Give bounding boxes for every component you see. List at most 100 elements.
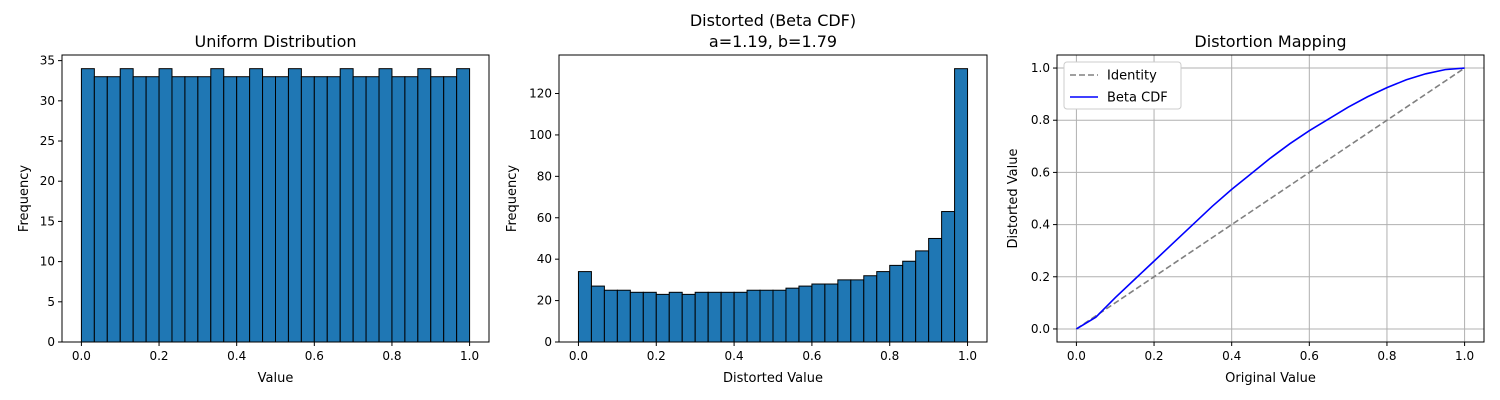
axes-frame <box>61 54 490 343</box>
histogram-bar <box>184 76 199 343</box>
histogram-bar <box>236 76 251 343</box>
histogram-bar <box>876 271 891 343</box>
x-tick-label: 0.2 <box>149 349 168 363</box>
chart-3: 0.0 0.2 0.4 0.6 0.8 1.0 0.0 0.2 0.4 0.6 0.8 1.0 Dist… <box>1006 32 1485 386</box>
histogram-bar <box>93 76 108 343</box>
histogram-bar <box>339 68 354 343</box>
histogram-bar <box>655 293 670 343</box>
y-tick-label: 0.4 <box>1031 218 1050 232</box>
x-tick-label: 0.8 <box>880 349 899 363</box>
histogram-bar <box>694 291 709 343</box>
y-tick-label: 30 <box>40 94 55 108</box>
histogram-bar <box>106 76 121 343</box>
histogram-bar <box>668 291 683 343</box>
y-tick-label: 80 <box>537 169 552 183</box>
histogram-bar <box>798 285 813 343</box>
histogram-bar <box>785 287 800 343</box>
histogram-bar <box>365 76 380 343</box>
y-tick-label: 15 <box>40 214 55 228</box>
x-tick-label: 0.0 <box>1067 349 1086 363</box>
histogram-bar <box>941 211 956 343</box>
histogram-bar <box>616 289 631 343</box>
histogram-bar <box>145 76 160 343</box>
axes-frame <box>1056 54 1485 343</box>
y-tick-label: 60 <box>537 211 552 225</box>
histogram-bar <box>287 68 302 343</box>
y-tick-label: 0 <box>47 335 55 349</box>
histogram-bar <box>326 76 341 343</box>
histogram-bar <box>915 250 930 343</box>
histogram-bar <box>262 76 277 343</box>
y-tick-label: 20 <box>40 174 55 188</box>
y-tick-label: 0.0 <box>1031 322 1050 336</box>
x-tick-label: 0.6 <box>1300 349 1319 363</box>
histogram-bar <box>275 76 289 343</box>
chart-title: Distorted (Beta CDF) <box>690 11 856 30</box>
x-tick-label: 0.4 <box>725 349 744 363</box>
histogram-bar <box>300 76 315 343</box>
histogram-bar <box>837 279 852 343</box>
x-tick-label: 0.6 <box>802 349 821 363</box>
y-tick-label: 5 <box>47 295 55 309</box>
y-tick-label: 35 <box>40 54 55 68</box>
x-tick-label: 1.0 <box>460 349 479 363</box>
histogram-bar <box>824 283 839 343</box>
chart-2: 0.0 0.2 0.4 0.6 0.8 1.0 0 20 40 60 80 100 120 Distort… <box>505 11 988 386</box>
histogram-bar <box>352 76 367 343</box>
x-tick-label: 0.4 <box>1222 349 1241 363</box>
histogram-bar <box>171 76 186 343</box>
series-line-identity <box>1075 67 1466 330</box>
histogram-bar <box>456 68 471 343</box>
histogram-bar <box>197 76 212 343</box>
histogram-bar <box>590 285 605 343</box>
histogram-bar <box>642 291 657 343</box>
x-axis-label: Original Value <box>1225 371 1316 386</box>
y-tick-label: 0.6 <box>1031 165 1050 179</box>
histogram-bar <box>249 68 264 343</box>
histogram-bar <box>417 68 432 343</box>
histogram-bar <box>720 291 735 343</box>
x-tick-label: 0.2 <box>1144 349 1163 363</box>
histogram-bar <box>443 76 458 343</box>
x-tick-label: 0.8 <box>382 349 401 363</box>
x-axis-label: Distorted Value <box>723 371 823 386</box>
histogram-bar <box>707 291 722 343</box>
legend-label: Identity <box>1107 69 1157 84</box>
histogram-bar <box>681 293 696 343</box>
y-tick-label: 100 <box>529 128 552 142</box>
histogram-bar <box>430 76 445 343</box>
y-tick-label: 0.8 <box>1031 113 1050 127</box>
histogram-bar <box>158 68 173 343</box>
y-tick-label: 25 <box>40 134 55 148</box>
y-axis-label: Distorted Value <box>1006 149 1021 249</box>
chart-1: 0.0 0.2 0.4 0.6 0.8 1.0 0 5 10 15 20 25 30 35 Uniform … <box>17 32 490 386</box>
histogram-bar <box>629 291 644 343</box>
y-tick-label: 0.2 <box>1031 270 1050 284</box>
histogram-bar <box>119 68 134 343</box>
x-tick-label: 0.4 <box>227 349 246 363</box>
histogram-bar <box>928 237 943 343</box>
histogram-bar <box>80 68 95 343</box>
histogram-bar <box>378 68 393 343</box>
histogram-bar <box>210 68 225 343</box>
histogram-bar <box>733 291 748 343</box>
x-tick-label: 0.0 <box>569 349 588 363</box>
histogram-bar <box>889 264 904 343</box>
x-tick-label: 0.0 <box>72 349 91 363</box>
histogram-bar <box>850 279 865 343</box>
histogram-bar <box>746 289 761 343</box>
histogram-bar <box>954 68 969 343</box>
histogram-bar <box>811 283 826 343</box>
legend-label: Beta CDF <box>1107 91 1168 106</box>
y-tick-label: 1.0 <box>1031 61 1050 75</box>
x-tick-label: 0.8 <box>1377 349 1396 363</box>
x-tick-label: 1.0 <box>1455 349 1474 363</box>
x-tick-label: 1.0 <box>958 349 977 363</box>
x-axis-label: Value <box>258 371 294 386</box>
histogram-bar <box>391 76 406 343</box>
y-tick-label: 20 <box>537 294 552 308</box>
x-tick-label: 0.2 <box>647 349 666 363</box>
histogram-bar <box>132 76 147 343</box>
y-axis-label: Frequency <box>17 165 32 232</box>
